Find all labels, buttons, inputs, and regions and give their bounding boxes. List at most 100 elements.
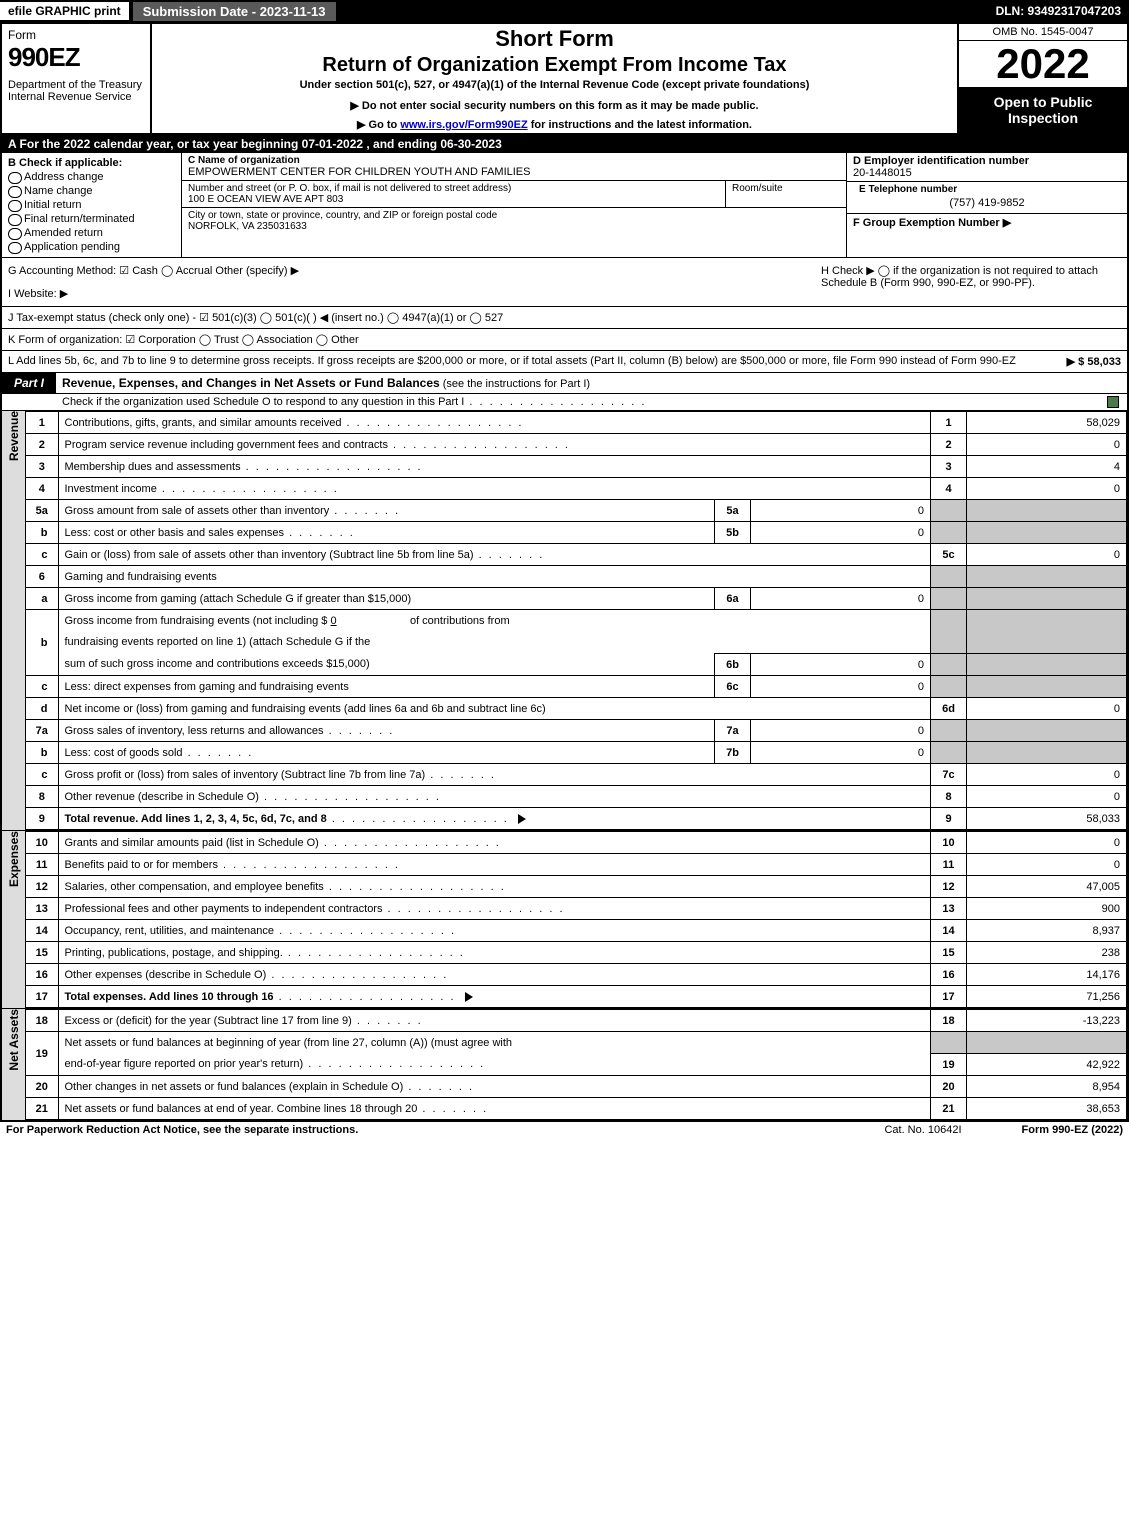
header-right: OMB No. 1545-0047 2022 Open to Public In… (957, 24, 1127, 133)
val-14: 8,937 (967, 920, 1127, 942)
ln-7c: c (26, 764, 58, 786)
lnno-13: 13 (931, 898, 967, 920)
top-bar: efile GRAPHIC print Submission Date - 20… (0, 0, 1129, 22)
column-c-org-info: C Name of organization EMPOWERMENT CENTE… (182, 153, 847, 257)
iln-7a: 7a (715, 720, 751, 742)
desc-1: Contributions, gifts, grants, and simila… (58, 412, 931, 434)
l-gross-receipts: L Add lines 5b, 6c, and 7b to line 9 to … (2, 351, 1127, 373)
desc-4: Investment income (58, 478, 931, 500)
check-o-box[interactable] (1107, 396, 1119, 408)
chk-address-change[interactable]: Address change (8, 171, 175, 183)
room-suite-label: Room/suite (726, 181, 846, 207)
desc-9: Total revenue. Add lines 1, 2, 3, 4, 5c,… (58, 808, 931, 830)
ln-11: 11 (26, 854, 58, 876)
e-tel-label: E Telephone number (853, 184, 1121, 195)
efile-print-button[interactable]: efile GRAPHIC print (0, 2, 129, 20)
revenue-section: Revenue 1Contributions, gifts, grants, a… (2, 411, 1127, 831)
desc-2: Program service revenue including govern… (58, 434, 931, 456)
val-1: 58,029 (967, 412, 1127, 434)
chk-initial-return[interactable]: Initial return (8, 199, 175, 211)
column-def: D Employer identification number 20-1448… (847, 153, 1127, 257)
form-word: Form (8, 28, 144, 42)
ln-18: 18 (26, 1010, 58, 1032)
page-footer: For Paperwork Reduction Act Notice, see … (0, 1122, 1129, 1138)
desc-6b-2: fundraising events reported on line 1) (… (58, 632, 931, 654)
f-group-label: F Group Exemption Number ▶ (853, 216, 1121, 229)
chk-amended[interactable]: Amended return (8, 227, 175, 239)
omb-number: OMB No. 1545-0047 (959, 24, 1127, 41)
val-11: 0 (967, 854, 1127, 876)
desc-13: Professional fees and other payments to … (58, 898, 931, 920)
section-bcdef: B Check if applicable: Address change Na… (2, 153, 1127, 258)
ln-2: 2 (26, 434, 58, 456)
lnno-3: 3 (931, 456, 967, 478)
greyv-5a (967, 500, 1127, 522)
lnno-20: 20 (931, 1076, 967, 1098)
header-left: Form 990EZ Department of the Treasury In… (2, 24, 152, 133)
goto-post: for instructions and the latest informat… (528, 119, 752, 131)
greyv-6b (967, 610, 1127, 654)
val-7c: 0 (967, 764, 1127, 786)
lnno-8: 8 (931, 786, 967, 808)
grey-5a (931, 500, 967, 522)
greyv-6a (967, 588, 1127, 610)
ln-7a: 7a (26, 720, 58, 742)
ln-13: 13 (26, 898, 58, 920)
ln-4: 4 (26, 478, 58, 500)
ln-19: 19 (26, 1032, 58, 1076)
iv-7a: 0 (751, 720, 931, 742)
desc-17: Total expenses. Add lines 10 through 16 (58, 986, 931, 1008)
chk-final-return[interactable]: Final return/terminated (8, 213, 175, 225)
chk-name-change[interactable]: Name change (8, 185, 175, 197)
desc-5c: Gain or (loss) from sale of assets other… (58, 544, 931, 566)
lnno-2: 2 (931, 434, 967, 456)
greyv-5b (967, 522, 1127, 544)
desc-6c: Less: direct expenses from gaming and fu… (58, 676, 715, 698)
lnno-12: 12 (931, 876, 967, 898)
desc-14: Occupancy, rent, utilities, and maintena… (58, 920, 931, 942)
iv-6c: 0 (751, 676, 931, 698)
revenue-side-label: Revenue (2, 411, 26, 830)
ln-12: 12 (26, 876, 58, 898)
chk-application-pending[interactable]: Application pending (8, 241, 175, 253)
irs-link[interactable]: www.irs.gov/Form990EZ (400, 119, 527, 131)
desc-5b: Less: cost or other basis and sales expe… (58, 522, 715, 544)
goto-line: ▶ Go to www.irs.gov/Form990EZ for instru… (158, 118, 951, 131)
under-section: Under section 501(c), 527, or 4947(a)(1)… (158, 79, 951, 91)
ln-6a: a (26, 588, 58, 610)
part-i-tab: Part I (2, 373, 56, 393)
val-4: 0 (967, 478, 1127, 500)
grey-7a (931, 720, 967, 742)
iln-6c: 6c (715, 676, 751, 698)
iv-6a: 0 (751, 588, 931, 610)
iln-5a: 5a (715, 500, 751, 522)
city-label: City or town, state or province, country… (188, 210, 840, 221)
expenses-table: 10Grants and similar amounts paid (list … (26, 831, 1127, 1008)
ln-6: 6 (26, 566, 58, 588)
short-form-title: Short Form (158, 26, 951, 52)
dln-label: DLN: 93492317047203 (988, 2, 1129, 20)
grey-6b (931, 610, 967, 654)
desc-20: Other changes in net assets or fund bala… (58, 1076, 931, 1098)
lnno-19: 19 (931, 1054, 967, 1076)
lnno-10: 10 (931, 832, 967, 854)
val-10: 0 (967, 832, 1127, 854)
desc-5a: Gross amount from sale of assets other t… (58, 500, 715, 522)
row-a-calendar-year: A For the 2022 calendar year, or tax yea… (2, 135, 1127, 153)
desc-10: Grants and similar amounts paid (list in… (58, 832, 931, 854)
iln-6a: 6a (715, 588, 751, 610)
ln-7b: b (26, 742, 58, 764)
tax-year: 2022 (959, 41, 1127, 88)
lnno-5c: 5c (931, 544, 967, 566)
lnno-15: 15 (931, 942, 967, 964)
netassets-table: 18Excess or (deficit) for the year (Subt… (26, 1009, 1127, 1120)
street-label: Number and street (or P. O. box, if mail… (188, 183, 719, 194)
netassets-section: Net Assets 18Excess or (deficit) for the… (2, 1009, 1127, 1120)
part-i-header: Part I Revenue, Expenses, and Changes in… (2, 373, 1127, 394)
desc-15: Printing, publications, postage, and shi… (58, 942, 931, 964)
form-header: Form 990EZ Department of the Treasury In… (2, 24, 1127, 135)
grey-6b3 (931, 654, 967, 676)
d-ein-label: D Employer identification number (853, 155, 1121, 167)
ein-value: 20-1448015 (853, 167, 1121, 179)
check-o-text: Check if the organization used Schedule … (62, 396, 646, 408)
